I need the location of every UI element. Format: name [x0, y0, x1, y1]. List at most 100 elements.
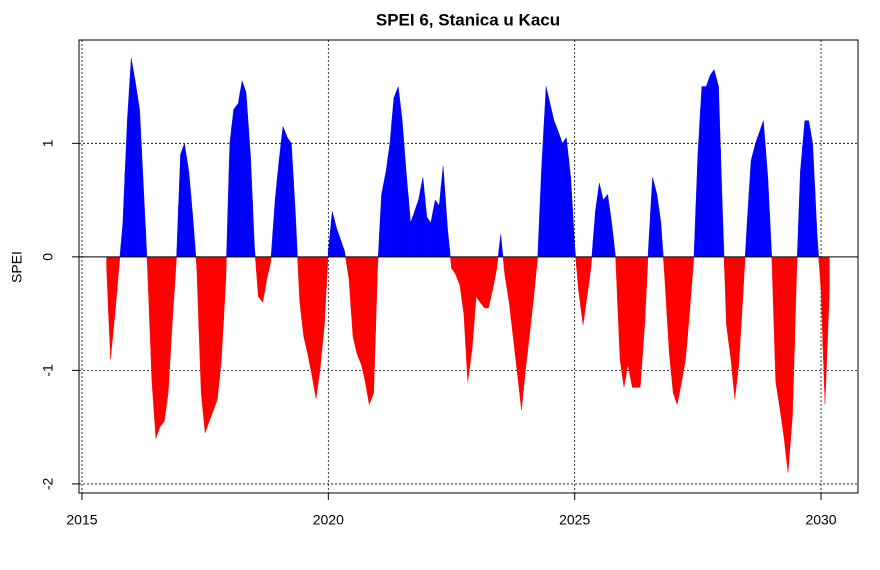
negative-area	[634, 256, 639, 388]
negative-area	[166, 256, 171, 408]
negative-area	[305, 256, 311, 365]
negative-area	[256, 256, 261, 301]
positive-area	[588, 239, 594, 257]
positive-area	[568, 157, 573, 257]
negative-area	[157, 256, 163, 433]
negative-area	[629, 256, 635, 388]
positive-area	[798, 146, 803, 257]
positive-area	[613, 239, 618, 257]
negative-area	[268, 256, 274, 272]
negative-area	[321, 256, 327, 348]
negative-area	[535, 256, 540, 277]
positive-area	[658, 208, 664, 257]
negative-area	[145, 256, 150, 325]
positive-area	[194, 242, 200, 257]
negative-area	[169, 256, 175, 360]
positive-area	[342, 245, 347, 257]
positive-area	[132, 69, 138, 257]
negative-area	[638, 256, 643, 388]
positive-area	[654, 185, 660, 257]
positive-area	[699, 86, 705, 257]
positive-area	[289, 139, 294, 257]
positive-area	[190, 194, 195, 257]
positive-area	[129, 58, 134, 257]
negative-area	[174, 256, 179, 291]
negative-area	[346, 256, 352, 308]
negative-area	[153, 256, 159, 439]
positive-area	[440, 166, 446, 257]
negative-area	[211, 256, 216, 416]
positive-area	[597, 183, 602, 257]
positive-area	[551, 112, 557, 257]
positive-area	[120, 171, 126, 257]
negative-area	[461, 256, 466, 348]
negative-area	[687, 256, 692, 337]
positive-area	[334, 219, 339, 257]
plot-frame	[78, 39, 859, 494]
positive-area	[498, 234, 503, 257]
series	[106, 58, 830, 473]
negative-area	[674, 256, 680, 406]
negative-area	[502, 256, 508, 289]
negative-area	[367, 256, 372, 406]
negative-area	[781, 256, 787, 456]
negative-area	[477, 256, 483, 306]
positive-area	[280, 126, 286, 257]
negative-area	[313, 256, 319, 399]
positive-area	[428, 211, 434, 257]
positive-area	[338, 234, 343, 257]
positive-area	[437, 185, 442, 257]
y-tick-label: 0	[40, 253, 56, 261]
negative-area	[773, 256, 779, 396]
positive-area	[794, 225, 799, 257]
positive-area	[243, 86, 249, 257]
negative-area	[486, 256, 491, 309]
positive-area	[449, 248, 454, 257]
positive-area	[564, 137, 569, 257]
negative-area	[206, 256, 212, 428]
negative-area	[580, 256, 586, 325]
positive-area	[806, 120, 811, 257]
negative-area	[662, 256, 668, 317]
positive-area	[802, 120, 807, 257]
positive-area	[395, 86, 401, 257]
positive-area	[609, 208, 614, 257]
positive-area	[716, 77, 721, 257]
positive-area	[420, 177, 426, 257]
negative-area	[317, 256, 323, 385]
negative-area	[617, 256, 623, 374]
negative-area	[523, 256, 528, 391]
negative-area	[827, 256, 830, 348]
negative-area	[531, 256, 536, 317]
positive-area	[400, 103, 405, 257]
positive-area	[810, 131, 816, 257]
negative-area	[161, 256, 167, 425]
negative-area	[354, 256, 360, 360]
positive-area	[248, 123, 253, 257]
negative-area	[371, 256, 376, 399]
positive-area	[383, 157, 389, 257]
y-tick-label: 1	[40, 139, 56, 147]
negative-area	[679, 256, 684, 394]
positive-area	[748, 151, 754, 257]
positive-area	[116, 245, 122, 257]
negative-area	[457, 256, 463, 300]
negative-area	[736, 256, 742, 382]
negative-area	[510, 256, 516, 354]
positive-area	[408, 197, 413, 257]
positive-area	[330, 211, 335, 257]
positive-area	[326, 231, 331, 257]
positive-area	[186, 157, 192, 257]
negative-area	[732, 256, 737, 399]
positive-area	[601, 191, 606, 257]
x-tick-label: 2015	[66, 512, 97, 528]
negative-area	[822, 256, 828, 405]
positive-area	[235, 92, 241, 257]
positive-area	[285, 131, 290, 257]
negative-area	[642, 256, 647, 357]
positive-area	[272, 180, 278, 257]
positive-area	[535, 211, 540, 257]
negative-area	[671, 256, 676, 399]
positive-area	[646, 211, 651, 257]
